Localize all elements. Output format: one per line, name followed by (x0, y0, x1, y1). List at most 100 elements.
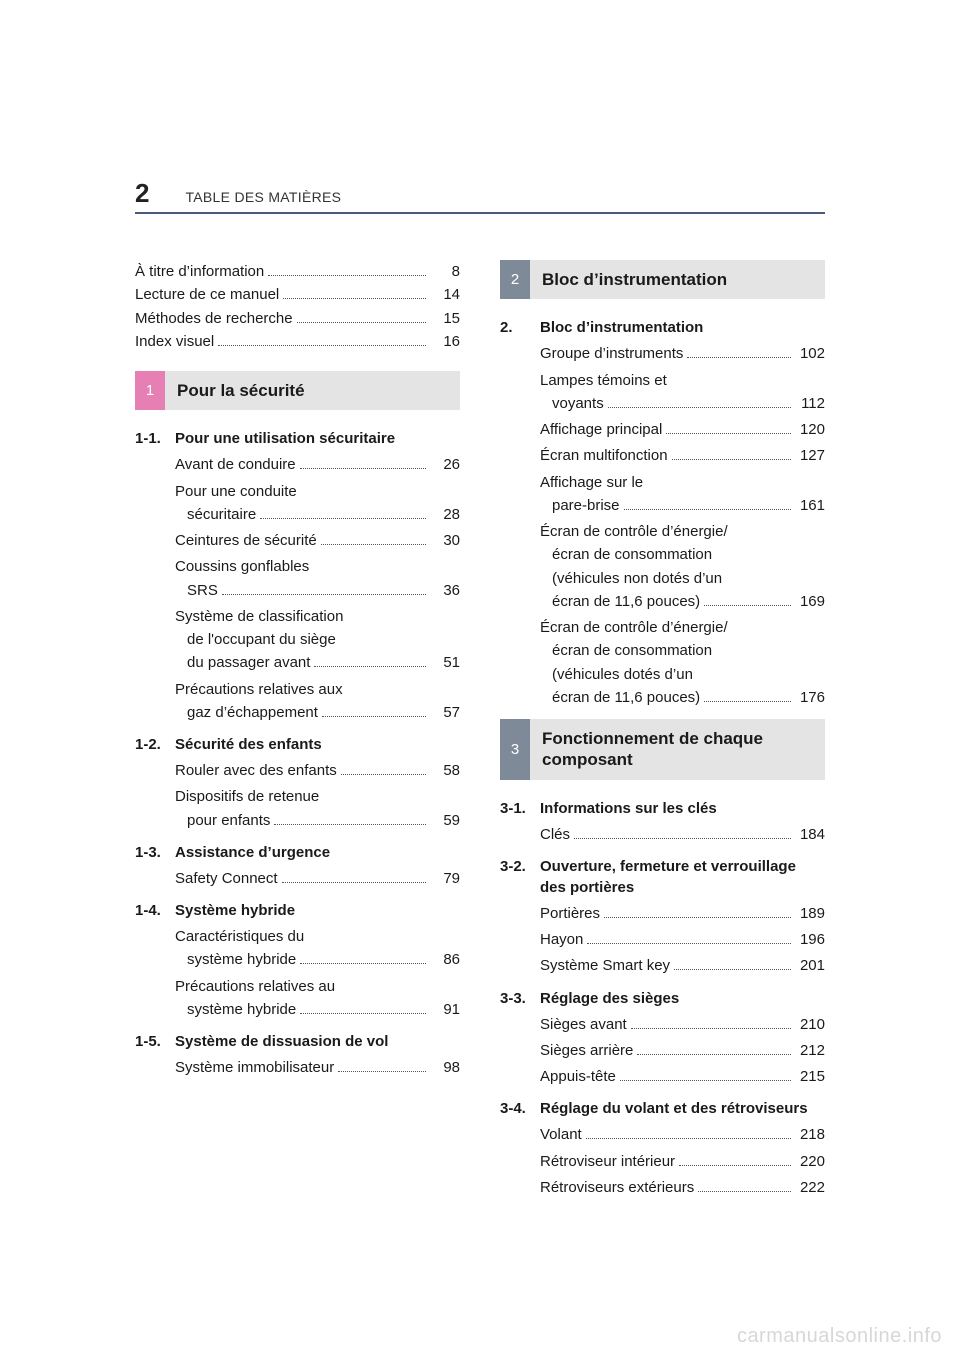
section-num: 1-5. (135, 1031, 175, 1052)
entry-text-cont: voyants (540, 392, 604, 415)
leader (586, 1138, 791, 1139)
entry-text: Précautions relatives au (175, 975, 460, 998)
leader (297, 322, 426, 323)
section-num: 1-1. (135, 428, 175, 449)
leader (283, 298, 426, 299)
entry-page: 184 (795, 823, 825, 846)
toc-entry: Précautions relatives au système hybride… (175, 975, 460, 1022)
entry-page: 222 (795, 1176, 825, 1199)
intro-page: 16 (430, 330, 460, 353)
entry-text: Rétroviseurs extérieurs (540, 1176, 694, 1199)
intro-page: 8 (430, 260, 460, 283)
entry-text: Appuis-tête (540, 1065, 616, 1088)
section-title: Bloc d’instrumentation (540, 317, 825, 338)
leader (274, 824, 426, 825)
section-title: Informations sur les clés (540, 798, 825, 819)
intro-label: Index visuel (135, 330, 214, 353)
toc-columns: À titre d’information 8 Lecture de ce ma… (135, 260, 825, 1209)
section-num: 1-3. (135, 842, 175, 863)
leader (620, 1080, 791, 1081)
leader (314, 666, 426, 667)
entry-text: Rétroviseur intérieur (540, 1150, 675, 1173)
entry-page: 212 (795, 1039, 825, 1062)
section-heading: 3-2. Ouverture, fermeture et verrouillag… (500, 856, 825, 898)
entry-page: 169 (795, 590, 825, 613)
section: 3-2. Ouverture, fermeture et verrouillag… (500, 856, 825, 978)
section: 3-1. Informations sur les clés Clés184 (500, 798, 825, 846)
toc-entry: Système de classification de l'occupant … (175, 605, 460, 675)
entry-text-cont: sécuritaire (175, 503, 256, 526)
toc-entry: Avant de conduire26 (175, 453, 460, 476)
entry-text-cont: écran de consommation (540, 639, 825, 662)
entry-text: Safety Connect (175, 867, 278, 890)
entry-page: 79 (430, 867, 460, 890)
leader (341, 774, 426, 775)
page-number: 2 (135, 178, 149, 209)
section: 1-5. Système de dissuasion de vol Systèm… (135, 1031, 460, 1079)
entry-text-cont: pour enfants (175, 809, 270, 832)
entries: Groupe d’instruments102 Lampes témoins e… (540, 342, 825, 709)
toc-entry: Écran de contrôle d’énergie/ écran de co… (540, 616, 825, 709)
entry-page: 28 (430, 503, 460, 526)
entry-page: 215 (795, 1065, 825, 1088)
entry-text-cont: écran de consommation (540, 543, 825, 566)
section: 3-3. Réglage des sièges Sièges avant210 … (500, 988, 825, 1089)
entry-text-cont: système hybride (175, 948, 296, 971)
entry-page: 30 (430, 529, 460, 552)
leader (637, 1054, 791, 1055)
toc-entry: Safety Connect 79 (175, 867, 460, 890)
part-header-2: 2 Bloc d’instrumentation (500, 260, 825, 299)
toc-entry: Hayon196 (540, 928, 825, 951)
intro-page: 15 (430, 307, 460, 330)
section-title: Système de dissuasion de vol (175, 1031, 460, 1052)
toc-entry: Affichage sur le pare-brise161 (540, 471, 825, 518)
leader (222, 594, 426, 595)
leader (604, 917, 791, 918)
toc-entry: Pour une conduite sécuritaire28 (175, 480, 460, 527)
right-column: 2 Bloc d’instrumentation 2. Bloc d’instr… (500, 260, 825, 1209)
entry-text: Volant (540, 1123, 582, 1146)
leader (338, 1071, 426, 1072)
section: 1-2. Sécurité des enfants Rouler avec de… (135, 734, 460, 832)
leader (282, 882, 426, 883)
intro-label: Méthodes de recherche (135, 307, 293, 330)
leader (574, 838, 791, 839)
toc-entry: Affichage principal 120 (540, 418, 825, 441)
entry-text: Caractéristiques du (175, 925, 460, 948)
entry-page: 161 (795, 494, 825, 517)
entry-page: 91 (430, 998, 460, 1021)
entry-text-cont: de l'occupant du siège (175, 628, 460, 651)
part-number: 3 (500, 719, 530, 780)
section-heading: 2. Bloc d’instrumentation (500, 317, 825, 338)
entry-text: Rouler avec des enfants (175, 759, 337, 782)
entry-page: 201 (795, 954, 825, 977)
entry-text: Sièges arrière (540, 1039, 633, 1062)
entry-text-cont: gaz d’échappement (175, 701, 318, 724)
entries: Clés184 (540, 823, 825, 846)
entry-page: 59 (430, 809, 460, 832)
entry-text: Affichage principal (540, 418, 662, 441)
entry-page: 98 (430, 1056, 460, 1079)
section-num: 2. (500, 317, 540, 338)
page-header: 2 TABLE DES MATIÈRES (135, 178, 825, 209)
entries: Portières189 Hayon196 Système Smart key2… (540, 902, 825, 978)
section-heading: 3-1. Informations sur les clés (500, 798, 825, 819)
entry-page: 189 (795, 902, 825, 925)
toc-entry: Sièges avant210 (540, 1013, 825, 1036)
entry-text: Système de classification (175, 605, 460, 628)
leader (674, 969, 791, 970)
toc-entry: Rétroviseur intérieur220 (540, 1150, 825, 1173)
entry-page: 102 (795, 342, 825, 365)
entries: Volant218 Rétroviseur intérieur220 Rétro… (540, 1123, 825, 1199)
entry-text: Écran de contrôle d’énergie/ (540, 520, 825, 543)
entry-text: Écran multifonction (540, 444, 668, 467)
header-rule (135, 212, 825, 214)
leader (322, 716, 426, 717)
entry-text: Système Smart key (540, 954, 670, 977)
leader (631, 1028, 791, 1029)
section: 1-4. Système hybride Caractéristiques du… (135, 900, 460, 1021)
entry-page: 120 (795, 418, 825, 441)
leader (672, 459, 791, 460)
leader (624, 509, 791, 510)
entry-text: Écran de contrôle d’énergie/ (540, 616, 825, 639)
